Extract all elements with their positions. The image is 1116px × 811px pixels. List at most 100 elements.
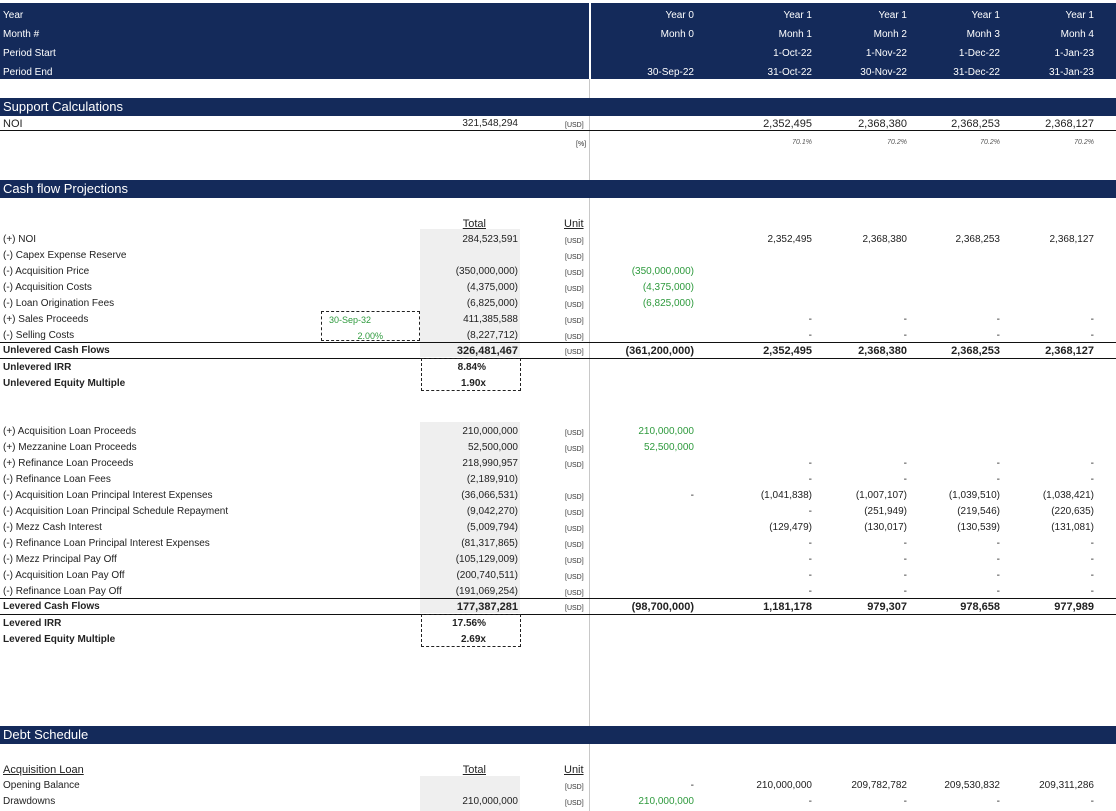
selling-cost-pct[interactable]: 2.00% — [357, 331, 383, 341]
row-m4[interactable]: (220,635) — [1051, 506, 1094, 517]
row-m3[interactable]: 209,530,832 — [944, 780, 1000, 791]
row-m0[interactable]: (350,000,000) — [631, 266, 694, 277]
row-m0[interactable]: (4,375,000) — [642, 282, 694, 293]
noi-value[interactable]: 2,368,380 — [858, 118, 907, 130]
header-cell[interactable]: Monh 0 — [660, 29, 694, 40]
noi-value[interactable]: 2,368,253 — [951, 118, 1000, 130]
row-total[interactable]: (5,009,794) — [466, 522, 518, 533]
row-total[interactable]: 411,385,588 — [463, 314, 518, 325]
row-m1[interactable]: - — [808, 330, 812, 341]
header-cell[interactable]: 31-Jan-23 — [1048, 67, 1094, 78]
row-m1[interactable]: (129,479) — [769, 522, 812, 533]
row-m4[interactable]: (1,038,421) — [1042, 490, 1094, 501]
row-m0[interactable]: (6,825,000) — [642, 298, 694, 309]
header-cell[interactable]: Monh 4 — [1060, 29, 1094, 40]
row-m1[interactable]: - — [808, 554, 812, 565]
row-m3[interactable]: (1,039,510) — [948, 490, 1000, 501]
row-m2[interactable]: - — [903, 538, 907, 549]
row-m0[interactable]: - — [690, 780, 694, 791]
unlev-m4[interactable]: 2,368,127 — [1045, 345, 1094, 357]
row-m4[interactable]: - — [1090, 586, 1094, 597]
unlev-m1[interactable]: 2,352,495 — [763, 345, 812, 357]
row-m3[interactable]: (130,539) — [957, 522, 1000, 533]
row-m3[interactable]: - — [996, 570, 1000, 581]
noi-margin[interactable]: 70.1% — [792, 139, 812, 146]
row-m1[interactable]: 210,000,000 — [756, 780, 812, 791]
row-total[interactable]: (350,000,000) — [455, 266, 518, 277]
row-total[interactable]: (200,740,511) — [456, 570, 518, 581]
row-m1[interactable]: - — [808, 538, 812, 549]
row-total[interactable]: (9,042,270) — [466, 506, 518, 517]
row-total[interactable]: 218,990,957 — [462, 458, 518, 469]
row-m2[interactable]: (130,017) — [864, 522, 907, 533]
row-total[interactable]: (4,375,000) — [466, 282, 518, 293]
row-m1[interactable]: - — [808, 506, 812, 517]
row-m4[interactable]: - — [1090, 314, 1094, 325]
header-cell[interactable]: Monh 1 — [778, 29, 812, 40]
row-m0[interactable]: - — [690, 490, 694, 501]
row-m1[interactable]: 2,352,495 — [767, 234, 813, 245]
row-total[interactable]: 284,523,591 — [462, 234, 518, 245]
row-m2[interactable]: - — [903, 474, 907, 485]
row-m4[interactable]: - — [1090, 538, 1094, 549]
row-m2[interactable]: (251,949) — [864, 506, 907, 517]
row-m1[interactable]: - — [808, 474, 812, 485]
header-cell[interactable]: 1-Nov-22 — [865, 48, 907, 59]
row-m3[interactable]: - — [996, 796, 1000, 807]
header-cell[interactable]: 31-Oct-22 — [767, 67, 812, 78]
header-cell[interactable]: Year 1 — [783, 10, 812, 21]
row-m4[interactable]: - — [1090, 474, 1094, 485]
row-m2[interactable]: - — [903, 314, 907, 325]
row-m4[interactable]: - — [1090, 796, 1094, 807]
unlev-total[interactable]: 326,481,467 — [456, 345, 518, 357]
lev-m3[interactable]: 978,658 — [960, 601, 1000, 613]
row-total[interactable]: (36,066,531) — [461, 490, 518, 501]
header-cell[interactable]: 30-Sep-22 — [647, 67, 694, 78]
row-m4[interactable]: - — [1090, 570, 1094, 581]
row-m3[interactable]: - — [996, 474, 1000, 485]
row-m4[interactable]: (131,081) — [1051, 522, 1094, 533]
row-m2[interactable]: - — [903, 586, 907, 597]
row-m1[interactable]: - — [808, 796, 812, 807]
lev-multiple[interactable]: 2.69x — [460, 634, 486, 645]
row-m2[interactable]: - — [903, 796, 907, 807]
row-m1[interactable]: - — [808, 458, 812, 469]
row-total[interactable]: (191,069,254) — [455, 586, 518, 597]
unlev-m3[interactable]: 2,368,253 — [951, 345, 1000, 357]
header-cell[interactable]: Year 1 — [878, 10, 907, 21]
header-cell[interactable]: Monh 2 — [873, 29, 907, 40]
header-cell[interactable]: Year 1 — [971, 10, 1000, 21]
row-m0[interactable]: 210,000,000 — [638, 426, 694, 437]
row-m2[interactable]: - — [903, 330, 907, 341]
row-m2[interactable]: - — [903, 554, 907, 565]
row-total[interactable]: (2,189,910) — [466, 474, 518, 485]
row-m3[interactable]: - — [996, 586, 1000, 597]
noi-value[interactable]: 2,368,127 — [1045, 118, 1094, 130]
row-m4[interactable]: 2,368,127 — [1049, 234, 1095, 245]
lev-m0[interactable]: (98,700,000) — [631, 601, 694, 613]
row-total[interactable]: 210,000,000 — [462, 796, 518, 807]
row-total[interactable]: (6,825,000) — [466, 298, 518, 309]
noi-total[interactable]: 321,548,294 — [462, 118, 518, 129]
header-cell[interactable]: 31-Dec-22 — [953, 67, 1000, 78]
header-cell[interactable]: Year 0 — [665, 10, 694, 21]
noi-margin[interactable]: 70.2% — [980, 139, 1000, 146]
header-cell[interactable]: 1-Jan-23 — [1054, 48, 1094, 59]
noi-value[interactable]: 2,352,495 — [763, 118, 812, 130]
header-cell[interactable]: Year 1 — [1065, 10, 1094, 21]
row-m4[interactable]: - — [1090, 458, 1094, 469]
header-cell[interactable]: 30-Nov-22 — [860, 67, 907, 78]
unlev-m2[interactable]: 2,368,380 — [858, 345, 907, 357]
row-m1[interactable]: - — [808, 570, 812, 581]
row-m2[interactable]: 209,782,782 — [851, 780, 907, 791]
lev-m2[interactable]: 979,307 — [867, 601, 907, 613]
header-cell[interactable]: Monh 3 — [966, 29, 1000, 40]
row-m4[interactable]: - — [1090, 330, 1094, 341]
row-total[interactable]: 52,500,000 — [467, 442, 518, 453]
row-total[interactable]: (81,317,865) — [461, 538, 518, 549]
row-m0[interactable]: 210,000,000 — [638, 796, 694, 807]
unlev-irr[interactable]: 8.84% — [457, 362, 486, 373]
row-m2[interactable]: - — [903, 570, 907, 581]
unlev-multiple[interactable]: 1.90x — [460, 378, 486, 389]
row-m3[interactable]: - — [996, 330, 1000, 341]
